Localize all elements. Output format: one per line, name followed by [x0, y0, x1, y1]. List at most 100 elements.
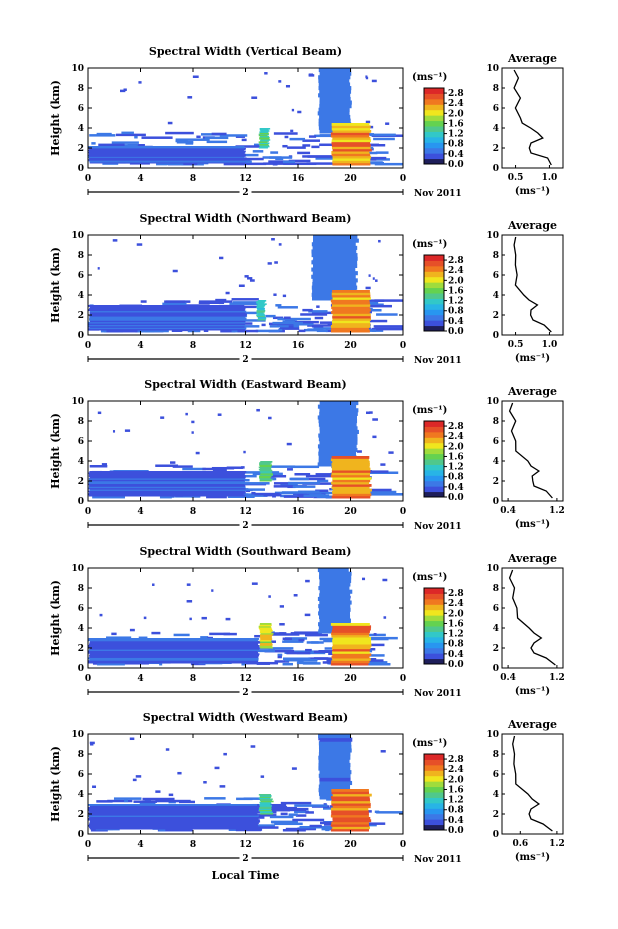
y-axis-label: Height (km): [49, 580, 62, 656]
heatmap-cell: [308, 310, 328, 313]
heatmap-cell: [331, 301, 370, 305]
heatmap-cell: [260, 461, 273, 463]
day-label-bg: [239, 353, 252, 364]
heatmap-cell: [235, 145, 262, 148]
heatmap-cell: [319, 440, 358, 445]
heatmap-cell: [290, 465, 320, 469]
heatmap-cell: [318, 607, 351, 612]
heatmap-cell: [196, 135, 201, 139]
heatmap-cell: [175, 138, 210, 141]
heatmap-cell: [259, 798, 273, 801]
heatmap-cell: [273, 482, 289, 485]
heatmap-cell: [282, 144, 288, 148]
heatmap-cell: [155, 464, 179, 467]
heatmap-cell: [264, 72, 268, 75]
colorbar-swatch: [424, 453, 444, 460]
heatmap-cell: [282, 662, 293, 666]
heatmap-cell: [259, 465, 272, 468]
heatmap-cell: [319, 593, 351, 598]
colorbar-swatch: [424, 480, 444, 487]
colorbar-swatch: [424, 593, 444, 600]
date-label: Nov 2011: [414, 189, 462, 199]
heatmap-cell: [270, 465, 296, 468]
heatmap-cell: [88, 305, 245, 307]
heatmap-cell: [318, 107, 350, 112]
heatmap-cell: [283, 316, 291, 320]
panel-3: Spectral Width (Southward Beam) 0 2 4 6 8 10 He…: [49, 545, 565, 699]
heatmap-cell: [382, 578, 388, 582]
colorbar-swatch: [424, 426, 444, 433]
heatmap-cell: [259, 135, 270, 138]
heatmap-cell: [288, 481, 321, 485]
heatmap-cell: [226, 466, 243, 469]
colorbar-tick-label: 1.6: [448, 785, 464, 795]
heatmap-cell: [219, 134, 248, 137]
avg-x-tick-label: 1.2: [549, 673, 565, 683]
heatmap-cell: [88, 479, 245, 482]
y-tick-label: 0: [78, 164, 84, 174]
heatmap-cell: [280, 327, 300, 330]
heatmap-cell: [120, 89, 126, 93]
heatmap-cell: [155, 799, 191, 803]
heatmap-cell: [88, 649, 259, 651]
heatmap-cell: [288, 325, 294, 328]
heatmap-cell: [259, 810, 272, 813]
heatmap-cell: [89, 653, 260, 656]
heatmap-cell: [88, 154, 246, 156]
heatmap-cell: [319, 411, 358, 416]
heatmap-cell: [331, 812, 369, 816]
heatmap-cell: [287, 468, 293, 471]
colorbar-swatch: [424, 271, 444, 278]
heatmap-cell: [318, 419, 358, 424]
heatmap-cell: [89, 741, 95, 745]
heatmap-cell: [259, 479, 272, 482]
colorbar-swatch: [424, 658, 444, 665]
heatmap-cell: [331, 630, 370, 633]
heatmap-cell: [223, 632, 237, 636]
heatmap-cell: [318, 611, 351, 616]
y-axis-label: Height (km): [49, 247, 62, 323]
heatmap-cell: [332, 160, 371, 164]
heatmap-cell: [318, 118, 351, 123]
heatmap-cell: [88, 152, 245, 155]
heatmap-cell: [369, 411, 373, 414]
heatmap-cell: [269, 156, 293, 159]
heatmap-cell: [217, 413, 222, 416]
panel-title: Spectral Width (Westward Beam): [143, 711, 348, 724]
avg-y-tick-label: 0: [493, 497, 499, 507]
average-frame: [501, 567, 564, 669]
colorbar-swatch: [424, 314, 444, 321]
x-tick-label: 0: [400, 840, 406, 850]
heatmap-cell: [331, 467, 371, 471]
colorbar-tick-label: 0.0: [448, 160, 464, 170]
day-label-bg: [239, 519, 252, 530]
y-tick-label: 10: [71, 64, 84, 74]
colorbar-tick-label: 1.2: [448, 297, 464, 307]
colorbar-swatch: [424, 320, 444, 327]
heatmap-cell: [297, 110, 302, 114]
heatmap-cell: [291, 767, 297, 770]
heatmap-cell: [364, 648, 376, 651]
heatmap-cell: [257, 318, 266, 321]
heatmap-cell: [368, 125, 374, 129]
heatmap-cell: [330, 325, 371, 328]
y-tick-label: 0: [78, 497, 84, 507]
colorbar-swatch: [424, 293, 444, 299]
colorbar-tick-label: 0.8: [448, 140, 464, 150]
heatmap-cell: [317, 404, 357, 409]
colorbar-swatch: [424, 260, 444, 267]
heatmap-cell: [112, 239, 118, 242]
heatmap: [88, 235, 403, 333]
colorbar-swatch: [424, 802, 444, 809]
heatmap-cell: [88, 813, 258, 816]
colorbar-swatch: [424, 792, 444, 798]
heatmap-cell: [281, 491, 314, 494]
colorbar-swatch: [424, 824, 444, 831]
colorbar-tick-label: 2.4: [448, 599, 464, 609]
heatmap-cell: [319, 780, 353, 786]
heatmap-cell: [282, 320, 298, 323]
heatmap-cell: [258, 794, 271, 796]
heatmap-cell: [313, 256, 358, 261]
colorbar: 2.82.42.01.61.20.80.40.0 (ms⁻¹): [412, 239, 464, 337]
y-tick-label: 4: [78, 457, 84, 467]
